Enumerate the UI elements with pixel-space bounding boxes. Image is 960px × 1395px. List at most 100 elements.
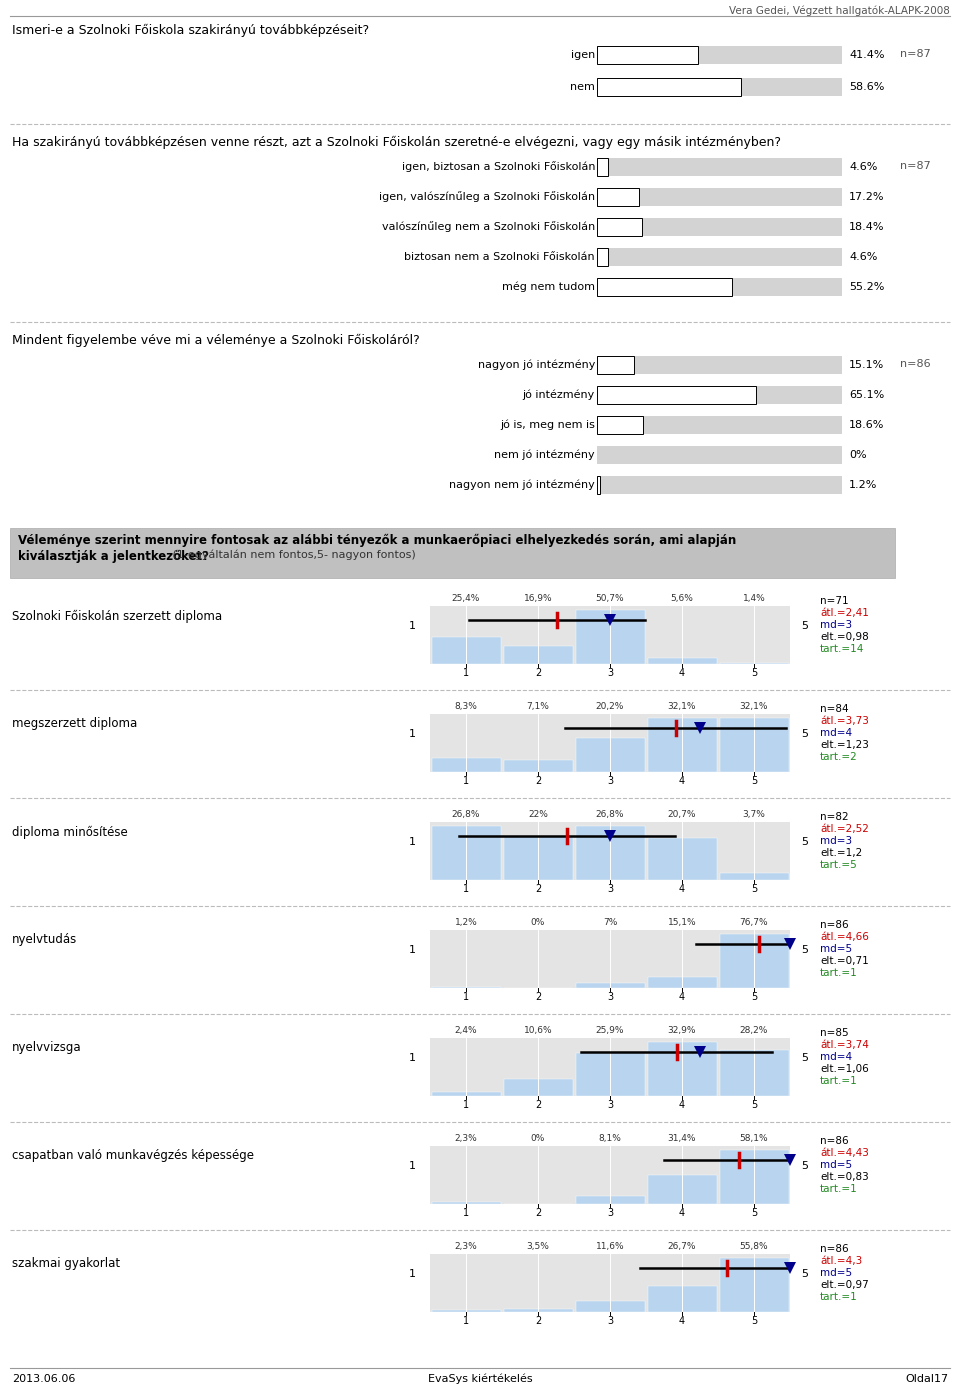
Text: átl.=2,41: átl.=2,41 bbox=[820, 608, 869, 618]
Bar bbox=[597, 46, 699, 64]
Bar bbox=[597, 218, 642, 236]
Text: igen, valószínűleg a Szolnoki Főiskolán: igen, valószínűleg a Szolnoki Főiskolán bbox=[379, 191, 595, 202]
Text: 1: 1 bbox=[463, 776, 469, 785]
Text: 20,2%: 20,2% bbox=[596, 702, 624, 711]
Text: 58.6%: 58.6% bbox=[849, 82, 884, 92]
Text: md=5: md=5 bbox=[820, 1268, 852, 1278]
Text: 25,4%: 25,4% bbox=[452, 594, 480, 603]
Text: 32,9%: 32,9% bbox=[668, 1025, 696, 1035]
Text: 15,1%: 15,1% bbox=[668, 918, 696, 928]
Text: 4: 4 bbox=[679, 1208, 685, 1218]
Text: Ismeri-e a Szolnoki Főiskola szakirányú továbbképzéseit?: Ismeri-e a Szolnoki Főiskola szakirányú … bbox=[12, 24, 370, 38]
Bar bbox=[647, 1175, 716, 1204]
Bar bbox=[597, 386, 756, 405]
Text: 3: 3 bbox=[607, 1315, 613, 1327]
Text: Vera Gedei, Végzett hallgatók-ALAPK-2008: Vera Gedei, Végzett hallgatók-ALAPK-2008 bbox=[730, 6, 950, 15]
Text: Oldal17: Oldal17 bbox=[905, 1374, 948, 1384]
Text: 55,8%: 55,8% bbox=[740, 1242, 768, 1251]
Bar bbox=[597, 278, 842, 296]
Text: igen, biztosan a Szolnoki Főiskolán: igen, biztosan a Szolnoki Főiskolán bbox=[401, 162, 595, 173]
Text: 18.6%: 18.6% bbox=[849, 420, 884, 430]
Text: tart.=14: tart.=14 bbox=[820, 644, 864, 654]
Text: 2: 2 bbox=[535, 1208, 541, 1218]
Text: 4.6%: 4.6% bbox=[849, 162, 877, 172]
Text: 50,7%: 50,7% bbox=[596, 594, 624, 603]
Text: 1,4%: 1,4% bbox=[743, 594, 765, 603]
Text: 2: 2 bbox=[535, 1315, 541, 1327]
Text: 26,8%: 26,8% bbox=[596, 810, 624, 819]
Text: 5: 5 bbox=[751, 884, 757, 894]
Text: n=82: n=82 bbox=[820, 812, 849, 822]
Bar bbox=[597, 158, 609, 176]
Text: elt.=0,97: elt.=0,97 bbox=[820, 1281, 869, 1290]
Bar bbox=[431, 1310, 500, 1313]
Text: tart.=1: tart.=1 bbox=[820, 1184, 857, 1194]
Text: 4: 4 bbox=[679, 668, 685, 678]
Text: 15.1%: 15.1% bbox=[849, 360, 884, 370]
Text: 5: 5 bbox=[802, 944, 808, 956]
Bar bbox=[597, 218, 842, 236]
Text: 5,6%: 5,6% bbox=[671, 594, 693, 603]
Bar bbox=[597, 356, 634, 374]
Text: 4: 4 bbox=[679, 1315, 685, 1327]
Text: 1: 1 bbox=[463, 1208, 469, 1218]
Text: valószínűleg nem a Szolnoki Főiskolán: valószínűleg nem a Szolnoki Főiskolán bbox=[382, 222, 595, 233]
Text: tart.=2: tart.=2 bbox=[820, 752, 857, 762]
Text: 5: 5 bbox=[802, 837, 808, 847]
Text: 1: 1 bbox=[409, 1161, 416, 1170]
Text: 4: 4 bbox=[679, 1101, 685, 1110]
Bar bbox=[575, 738, 644, 771]
Text: 5: 5 bbox=[802, 1053, 808, 1063]
Bar bbox=[503, 760, 572, 771]
Bar bbox=[647, 1042, 716, 1096]
Text: elt.=1,2: elt.=1,2 bbox=[820, 848, 862, 858]
Text: md=5: md=5 bbox=[820, 944, 852, 954]
Text: elt.=0,71: elt.=0,71 bbox=[820, 956, 869, 965]
Text: 11,6%: 11,6% bbox=[596, 1242, 624, 1251]
Text: 3: 3 bbox=[607, 992, 613, 1002]
Text: 7,1%: 7,1% bbox=[527, 702, 549, 711]
Text: 5: 5 bbox=[802, 730, 808, 739]
Bar bbox=[597, 248, 842, 266]
Text: Mindent figyelembe véve mi a véleménye a Szolnoki Főiskoláról?: Mindent figyelembe véve mi a véleménye a… bbox=[12, 333, 420, 347]
Text: 3: 3 bbox=[607, 1101, 613, 1110]
Text: átl.=3,73: átl.=3,73 bbox=[820, 716, 869, 725]
Bar bbox=[431, 757, 500, 771]
Text: 10,6%: 10,6% bbox=[524, 1025, 552, 1035]
Bar bbox=[575, 826, 644, 880]
Text: átl.=3,74: átl.=3,74 bbox=[820, 1041, 869, 1050]
Text: n=84: n=84 bbox=[820, 704, 849, 714]
Text: 1: 1 bbox=[409, 944, 416, 956]
Text: elt.=1,06: elt.=1,06 bbox=[820, 1064, 869, 1074]
Text: md=4: md=4 bbox=[820, 728, 852, 738]
Text: diploma minősítése: diploma minősítése bbox=[12, 826, 128, 838]
Text: 1: 1 bbox=[463, 668, 469, 678]
Bar bbox=[597, 446, 842, 465]
Text: csapatban való munkavégzés képessége: csapatban való munkavégzés képessége bbox=[12, 1149, 254, 1162]
Bar bbox=[575, 983, 644, 988]
Text: 5: 5 bbox=[751, 1101, 757, 1110]
Text: nagyon nem jó intézmény: nagyon nem jó intézmény bbox=[449, 480, 595, 490]
Text: jó intézmény: jó intézmény bbox=[523, 389, 595, 400]
Bar bbox=[503, 1078, 572, 1096]
Text: 5: 5 bbox=[751, 1315, 757, 1327]
Bar bbox=[431, 1202, 500, 1204]
Text: Szolnoki Főiskolán szerzett diploma: Szolnoki Főiskolán szerzett diploma bbox=[12, 610, 222, 622]
Text: 4: 4 bbox=[679, 992, 685, 1002]
Text: md=5: md=5 bbox=[820, 1161, 852, 1170]
Bar bbox=[431, 826, 500, 880]
Text: még nem tudom: még nem tudom bbox=[502, 282, 595, 292]
Text: 1: 1 bbox=[409, 730, 416, 739]
Text: n=86: n=86 bbox=[900, 359, 930, 370]
Text: 65.1%: 65.1% bbox=[849, 391, 884, 400]
Bar bbox=[597, 46, 842, 64]
Text: átl.=4,43: átl.=4,43 bbox=[820, 1148, 869, 1158]
Text: 5: 5 bbox=[802, 1161, 808, 1170]
Bar bbox=[597, 416, 642, 434]
Text: szakmai gyakorlat: szakmai gyakorlat bbox=[12, 1257, 120, 1271]
Text: 3: 3 bbox=[607, 776, 613, 785]
Text: nyelvvizsga: nyelvvizsga bbox=[12, 1042, 82, 1055]
Bar bbox=[597, 476, 600, 494]
Text: 1: 1 bbox=[463, 884, 469, 894]
Text: 3: 3 bbox=[607, 668, 613, 678]
